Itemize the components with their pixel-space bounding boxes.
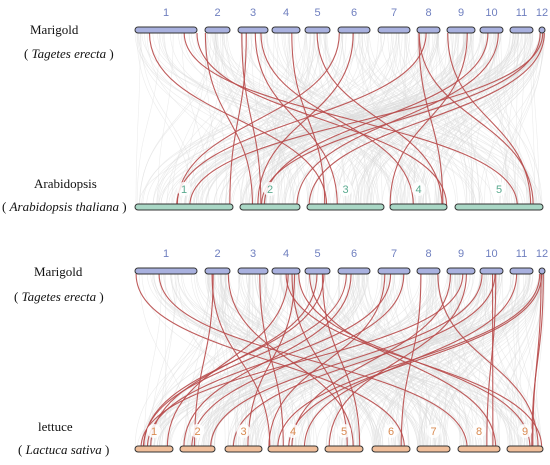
lettuce-chromosome-8 (458, 446, 500, 452)
arabidopsis-chromosome-label-4: 4 (415, 184, 421, 196)
lettuce-chromosome-1 (135, 446, 173, 452)
marigold-bottom-chromosome-6 (338, 268, 370, 274)
lettuce-chromosome-label-8: 8 (476, 426, 482, 438)
lettuce-chromosome-label-5: 5 (341, 426, 347, 438)
lettuce-chromosome-5 (325, 446, 363, 452)
arabidopsis-label: Arabidopsis (34, 176, 97, 192)
marigold-top-chromosome-4 (272, 27, 300, 33)
marigold-species-bottom: ( Tagetes erecta ) (14, 289, 104, 305)
marigold-top-chromosome-label-3: 3 (250, 7, 256, 19)
marigold-top-chromosome-6 (338, 27, 370, 33)
lettuce-species: ( Lactuca sativa ) (18, 442, 109, 458)
marigold-bottom-chromosome-label-11: 11 (516, 248, 527, 260)
marigold-bottom-chromosome-label-6: 6 (351, 248, 357, 260)
lettuce-chromosome-6 (372, 446, 410, 452)
marigold-bottom-chromosome-5 (305, 268, 330, 274)
marigold-top-chromosome-label-5: 5 (314, 7, 320, 19)
marigold-top-chromosome-label-6: 6 (351, 7, 357, 19)
marigold-bottom-chromosome-label-3: 3 (250, 248, 256, 260)
marigold-top-chromosome-7 (378, 27, 410, 33)
marigold-top-chromosome-11 (510, 27, 533, 33)
lettuce-chromosome-label-1: 1 (151, 426, 157, 438)
marigold-bottom-chromosome-10 (480, 268, 503, 274)
arabidopsis-chromosome-3 (307, 204, 384, 210)
arabidopsis-chromosome-2 (240, 204, 300, 210)
lettuce-chromosome-9 (507, 446, 543, 452)
marigold-top-chromosome-label-12: 12 (536, 7, 548, 19)
marigold-top-chromosome-label-1: 1 (163, 7, 169, 19)
arabidopsis-species: ( Arabidopsis thaliana ) (2, 199, 127, 215)
arabidopsis-chromosome-4 (390, 204, 447, 210)
lettuce-chromosome-2 (180, 446, 215, 452)
marigold-top-chromosome-label-8: 8 (425, 7, 431, 19)
marigold-bottom-chromosome-label-2: 2 (214, 248, 220, 260)
bottom-panel-links (135, 274, 545, 448)
top-panel-links (135, 33, 545, 206)
marigold-bottom-chromosome-label-8: 8 (425, 248, 431, 260)
lettuce-chromosome-label-2: 2 (194, 426, 200, 438)
marigold-species-top: ( Tagetes erecta ) (24, 46, 114, 62)
marigold-top-chromosome-1 (135, 27, 197, 33)
marigold-bottom-chromosome-label-9: 9 (458, 248, 464, 260)
bottom-bg-link (166, 274, 167, 448)
marigold-bottom-chromosome-9 (447, 268, 475, 274)
marigold-top-chromosome-label-2: 2 (214, 7, 220, 19)
marigold-bottom-chromosome-label-10: 10 (485, 248, 497, 260)
marigold-top-chromosome-10 (480, 27, 503, 33)
marigold-top-chromosome-label-7: 7 (391, 7, 397, 19)
arabidopsis-chromosome-5 (455, 204, 543, 210)
marigold-bottom-chromosome-label-4: 4 (283, 248, 289, 260)
marigold-bottom-chromosome-12 (539, 268, 545, 274)
marigold-top-chromosome-label-9: 9 (458, 7, 464, 19)
marigold-top-chromosome-8 (417, 27, 440, 33)
marigold-bottom-chromosome-8 (417, 268, 440, 274)
arabidopsis-chromosome-label-5: 5 (496, 184, 502, 196)
marigold-bottom-chromosome-1 (135, 268, 197, 274)
marigold-bottom-chromosome-label-7: 7 (391, 248, 397, 260)
lettuce-chromosome-3 (225, 446, 262, 452)
lettuce-chromosome-label-4: 4 (290, 426, 296, 438)
lettuce-chromosome-7 (417, 446, 450, 452)
marigold-bottom-chromosome-11 (510, 268, 533, 274)
marigold-bottom-chromosome-7 (378, 268, 410, 274)
marigold-top-chromosome-label-4: 4 (283, 7, 289, 19)
arabidopsis-chromosome-label-2: 2 (267, 184, 273, 196)
marigold-bottom-chromosome-label-1: 1 (163, 248, 169, 260)
arabidopsis-chromosome-label-1: 1 (181, 184, 187, 196)
marigold-bottom-chromosome-label-12: 12 (536, 248, 548, 260)
marigold-top-chromosome-5 (305, 27, 330, 33)
marigold-bottom-chromosome-3 (238, 268, 268, 274)
lettuce-chromosome-label-3: 3 (240, 426, 246, 438)
arabidopsis-chromosome-1 (135, 204, 233, 210)
marigold-bottom-chromosome-label-5: 5 (314, 248, 320, 260)
marigold-label-bottom: Marigold (34, 264, 82, 280)
lettuce-chromosome-label-7: 7 (430, 426, 436, 438)
marigold-bottom-chromosome-2 (205, 268, 230, 274)
marigold-top-chromosome-2 (205, 27, 230, 33)
marigold-top-chromosome-9 (447, 27, 475, 33)
lettuce-label: lettuce (38, 419, 73, 435)
lettuce-chromosome-label-9: 9 (522, 426, 528, 438)
marigold-top-chromosome-3 (238, 27, 268, 33)
lettuce-chromosome-label-6: 6 (388, 426, 394, 438)
lettuce-chromosome-4 (268, 446, 318, 452)
marigold-label-top: Marigold (30, 22, 78, 38)
marigold-bottom-chromosome-4 (272, 268, 300, 274)
arabidopsis-chromosome-label-3: 3 (342, 184, 348, 196)
marigold-top-chromosome-label-10: 10 (485, 7, 497, 19)
marigold-top-chromosome-12 (539, 27, 545, 33)
marigold-top-chromosome-label-11: 11 (516, 7, 527, 19)
